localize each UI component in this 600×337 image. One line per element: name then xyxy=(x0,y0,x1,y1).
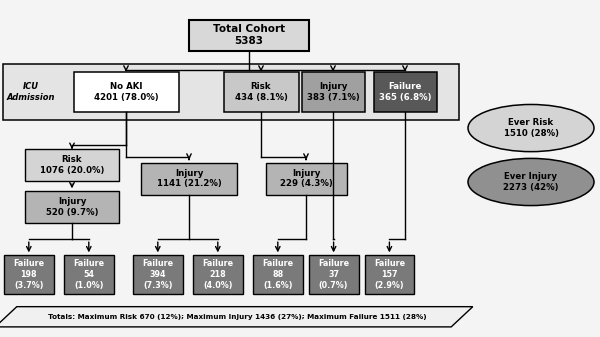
FancyBboxPatch shape xyxy=(223,72,299,112)
Text: Ever Injury
2273 (42%): Ever Injury 2273 (42%) xyxy=(503,172,559,192)
Text: Injury
383 (7.1%): Injury 383 (7.1%) xyxy=(307,82,359,102)
FancyBboxPatch shape xyxy=(25,149,119,181)
Text: ICU
Admission: ICU Admission xyxy=(7,82,55,101)
FancyBboxPatch shape xyxy=(189,20,309,51)
Text: Failure
365 (6.8%): Failure 365 (6.8%) xyxy=(379,82,431,102)
FancyBboxPatch shape xyxy=(265,163,347,195)
Ellipse shape xyxy=(468,158,594,206)
Ellipse shape xyxy=(468,104,594,152)
FancyBboxPatch shape xyxy=(74,72,179,112)
Text: Risk
1076 (20.0%): Risk 1076 (20.0%) xyxy=(40,155,104,175)
Text: Failure
54
(1.0%): Failure 54 (1.0%) xyxy=(73,259,104,290)
FancyBboxPatch shape xyxy=(374,72,437,112)
Text: Failure
394
(7.3%): Failure 394 (7.3%) xyxy=(142,259,173,290)
Text: Failure
157
(2.9%): Failure 157 (2.9%) xyxy=(374,259,405,290)
FancyBboxPatch shape xyxy=(253,255,303,294)
FancyBboxPatch shape xyxy=(3,64,459,120)
FancyBboxPatch shape xyxy=(25,191,119,223)
FancyBboxPatch shape xyxy=(309,255,359,294)
Text: Injury
1141 (21.2%): Injury 1141 (21.2%) xyxy=(157,169,221,188)
Text: Injury
229 (4.3%): Injury 229 (4.3%) xyxy=(280,169,332,188)
Text: No AKI
4201 (78.0%): No AKI 4201 (78.0%) xyxy=(94,82,158,102)
Text: Totals: Maximum Risk 670 (12%); Maximum Injury 1436 (27%); Maximum Failure 1511 : Totals: Maximum Risk 670 (12%); Maximum … xyxy=(47,314,427,320)
Text: Total Cohort
5383: Total Cohort 5383 xyxy=(213,24,285,47)
Text: Injury
520 (9.7%): Injury 520 (9.7%) xyxy=(46,197,98,217)
FancyBboxPatch shape xyxy=(193,255,243,294)
FancyBboxPatch shape xyxy=(133,255,182,294)
Text: Failure
218
(4.0%): Failure 218 (4.0%) xyxy=(202,259,233,290)
FancyBboxPatch shape xyxy=(64,255,114,294)
FancyBboxPatch shape xyxy=(141,163,237,195)
FancyBboxPatch shape xyxy=(365,255,415,294)
Text: Ever Risk
1510 (28%): Ever Risk 1510 (28%) xyxy=(503,118,559,138)
FancyBboxPatch shape xyxy=(4,255,54,294)
Polygon shape xyxy=(0,307,473,327)
FancyBboxPatch shape xyxy=(302,72,365,112)
Text: Risk
434 (8.1%): Risk 434 (8.1%) xyxy=(235,82,287,102)
Text: Failure
198
(3.7%): Failure 198 (3.7%) xyxy=(13,259,44,290)
Text: Failure
37
(0.7%): Failure 37 (0.7%) xyxy=(318,259,349,290)
Text: Failure
88
(1.6%): Failure 88 (1.6%) xyxy=(262,259,293,290)
